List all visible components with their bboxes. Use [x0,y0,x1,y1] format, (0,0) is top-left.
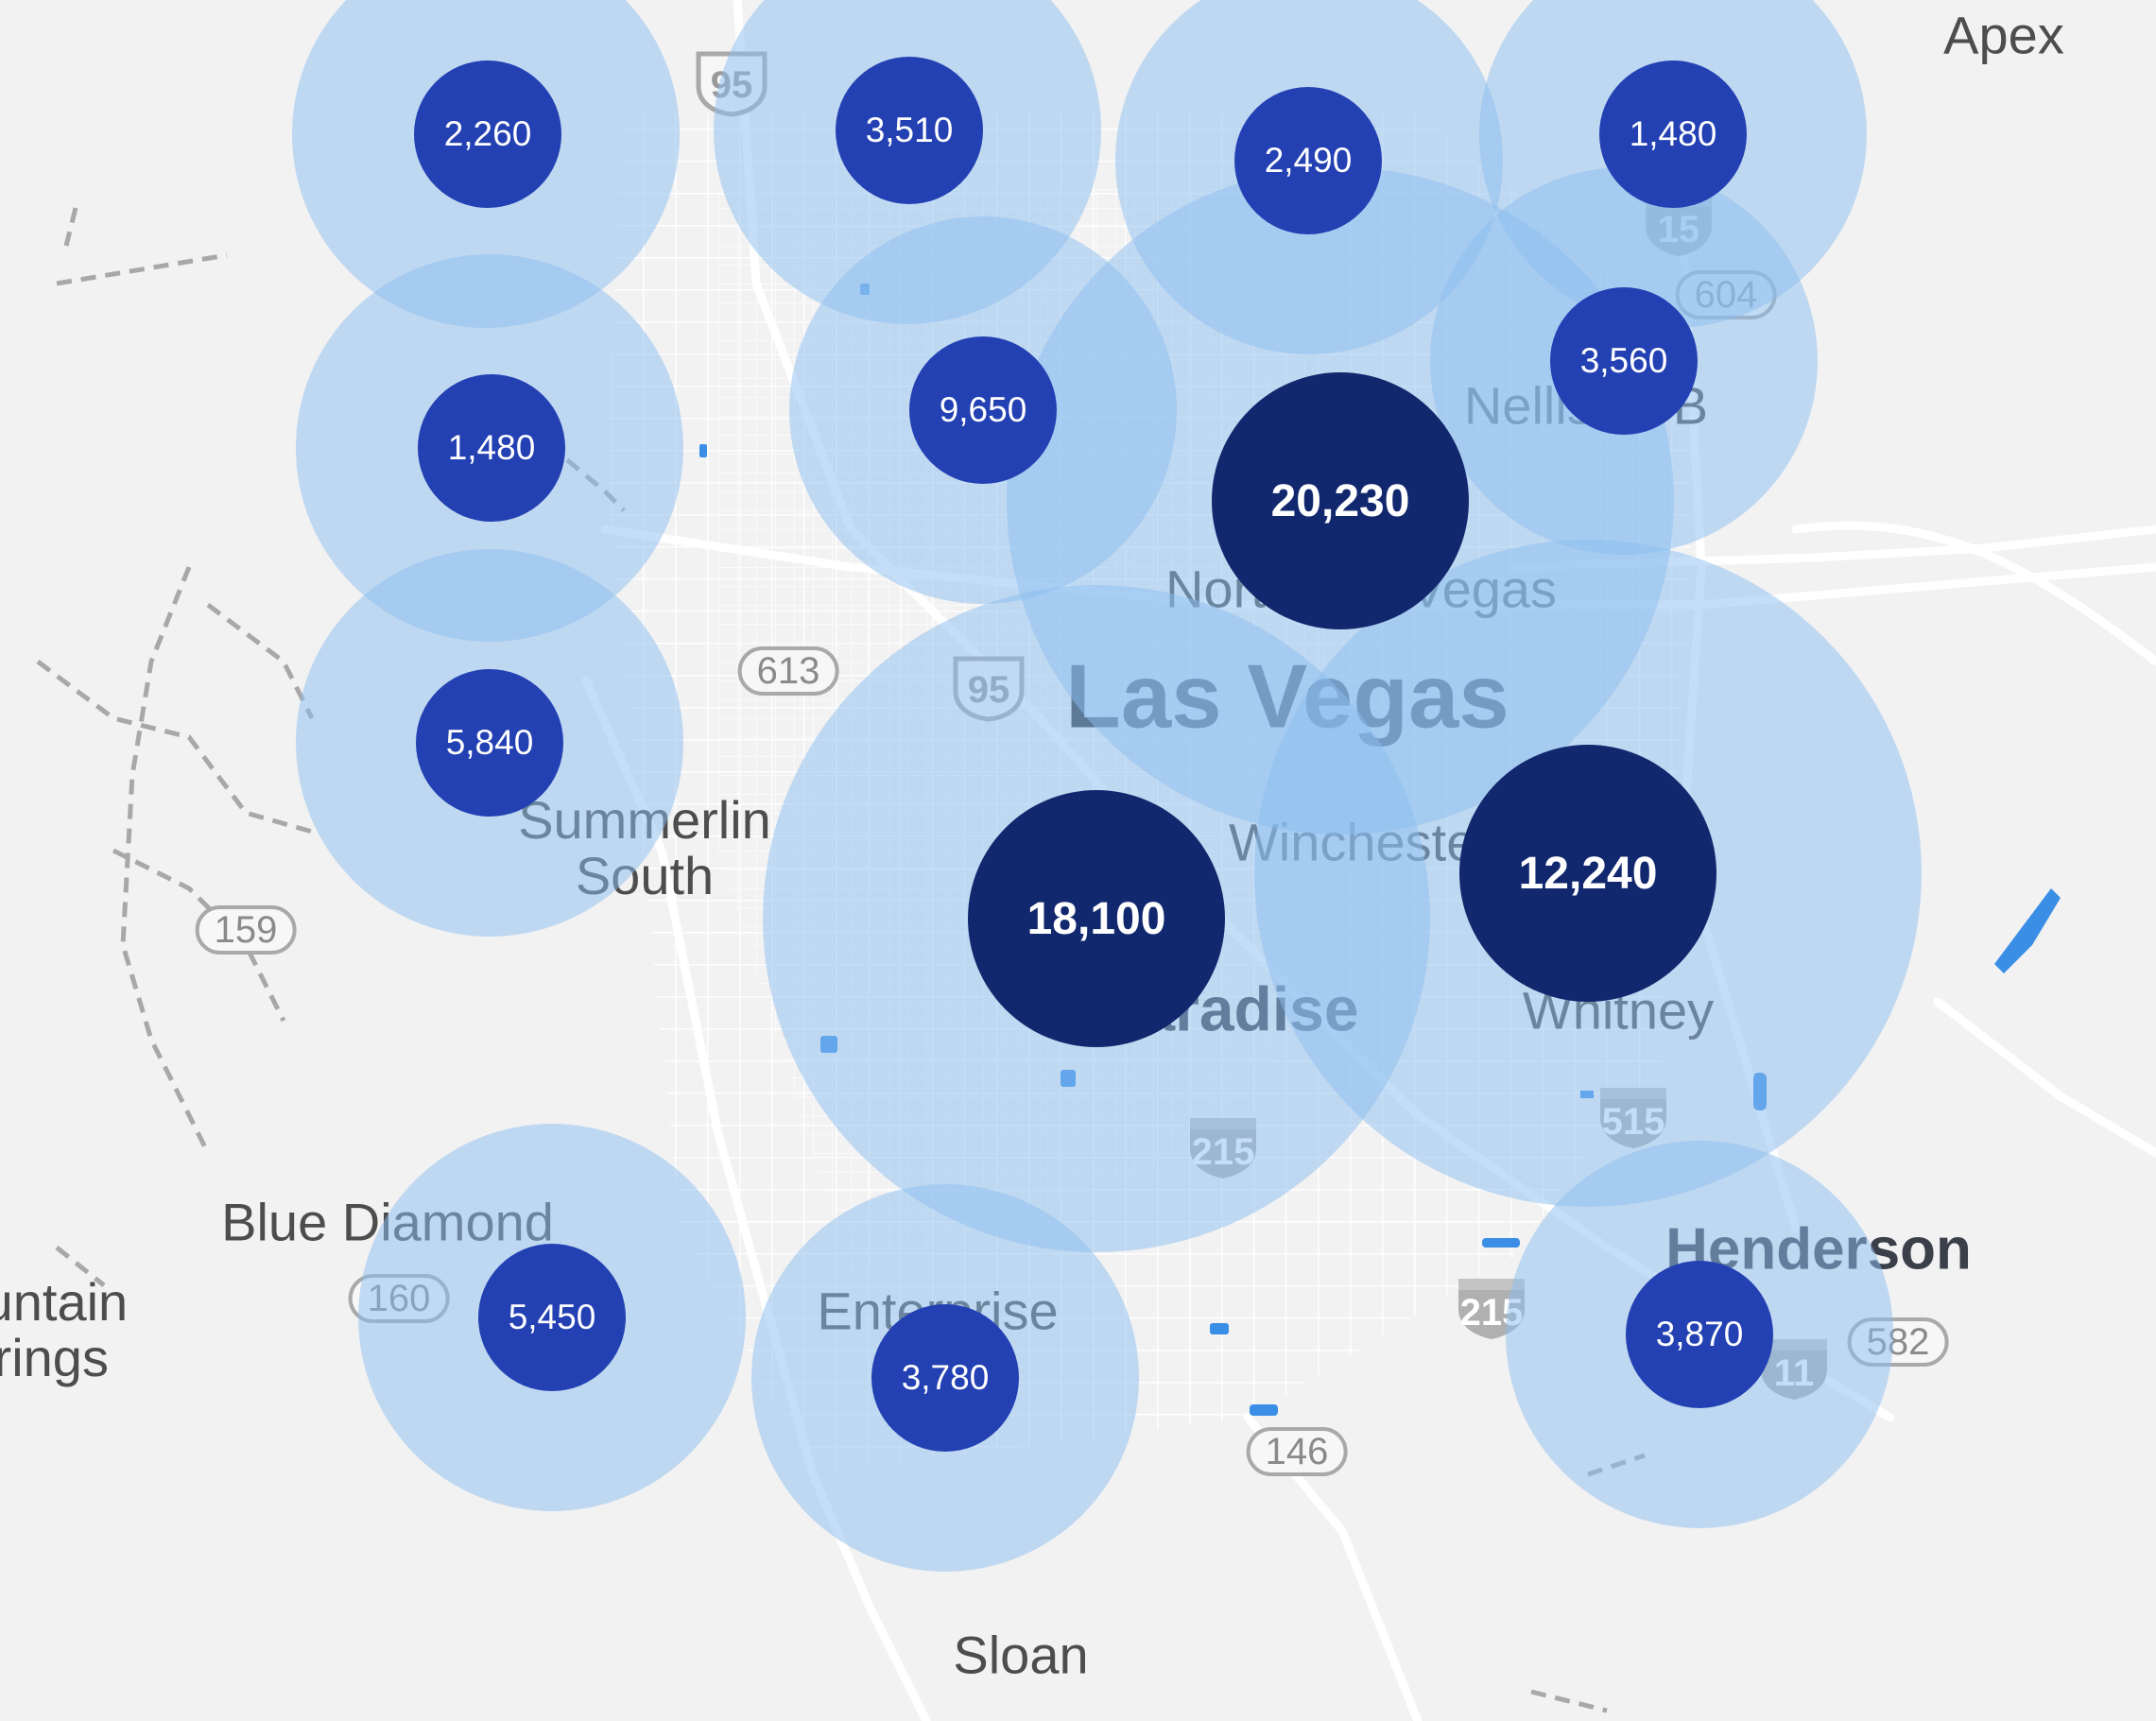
cluster-marker[interactable]: 2,490 [1234,87,1382,234]
cluster-marker[interactable]: 1,480 [418,374,565,522]
cluster-marker[interactable]: 3,560 [1550,287,1698,435]
route-shield-label: 159 [214,908,278,951]
place-label-mountain-springs: Mountain Springs [0,1272,129,1387]
cluster-marker[interactable]: 3,510 [836,57,983,204]
route-shield-159: 159 [195,905,297,955]
cluster-marker[interactable]: 12,240 [1459,745,1716,1002]
cluster-marker[interactable]: 5,840 [416,669,563,817]
route-shield-613: 613 [737,646,839,696]
cluster-marker[interactable]: 2,260 [414,60,561,208]
route-shield-label: 613 [756,649,820,692]
cluster-marker[interactable]: 5,450 [478,1244,626,1391]
cluster-marker[interactable]: 1,480 [1599,60,1747,208]
cluster-marker[interactable]: 20,230 [1212,372,1469,629]
cluster-marker[interactable]: 18,100 [968,790,1225,1047]
route-shield-146: 146 [1246,1427,1348,1476]
cluster-marker[interactable]: 3,780 [871,1304,1019,1452]
place-label-sloan: Sloan [953,1625,1089,1685]
cluster-marker[interactable]: 9,650 [909,336,1057,484]
route-shield-label: 146 [1265,1430,1329,1472]
place-label-apex: Apex [1943,5,2064,65]
cluster-marker[interactable]: 3,870 [1626,1261,1773,1408]
